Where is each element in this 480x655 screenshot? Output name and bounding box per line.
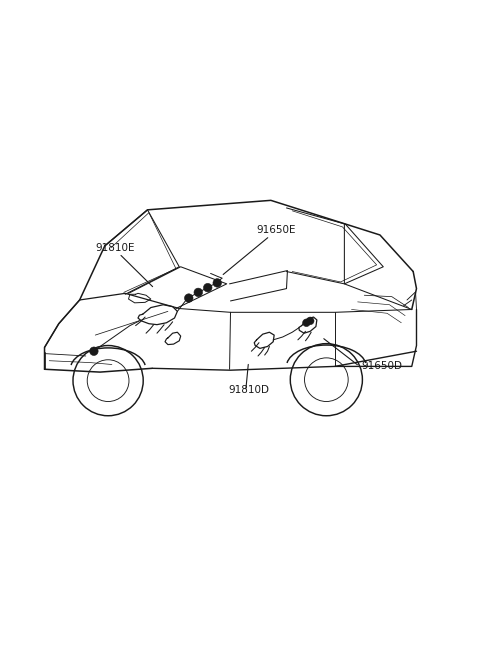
Text: 91810E: 91810E (96, 242, 135, 253)
Text: 91650D: 91650D (361, 361, 402, 371)
Circle shape (90, 347, 98, 356)
Circle shape (184, 294, 193, 303)
Text: 91810D: 91810D (228, 385, 269, 395)
Circle shape (204, 284, 212, 292)
Circle shape (194, 288, 203, 297)
Circle shape (306, 317, 314, 325)
Text: 91650E: 91650E (257, 225, 296, 235)
Circle shape (302, 319, 310, 327)
Circle shape (213, 278, 221, 287)
